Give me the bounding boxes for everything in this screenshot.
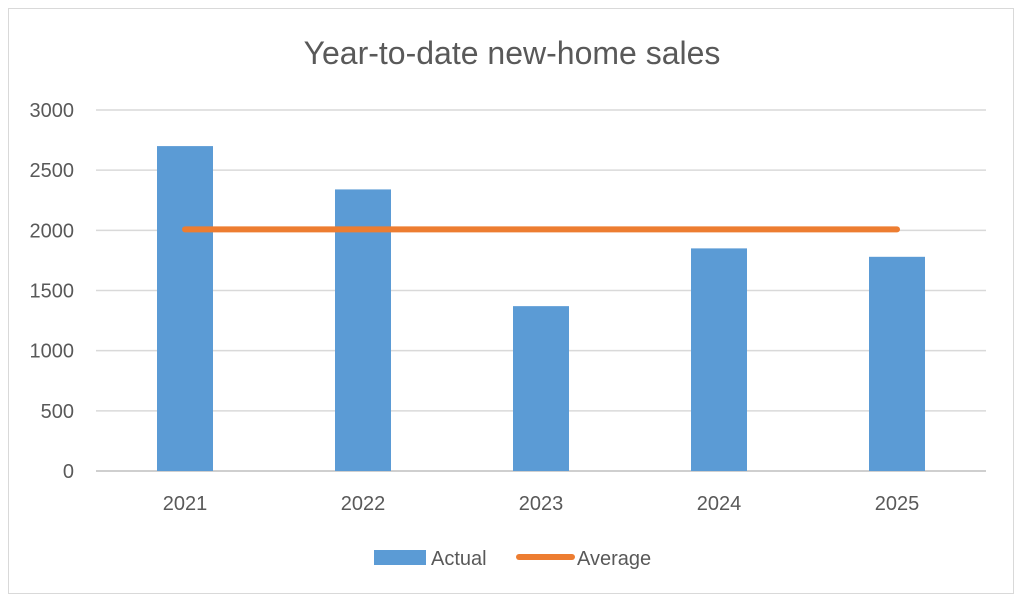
bar-2022 [335, 189, 391, 472]
bar-2024 [691, 248, 747, 471]
x-tick-label: 2024 [697, 493, 742, 515]
y-tick-label: 1000 [30, 341, 75, 363]
y-tick-label: 0 [63, 461, 74, 483]
bars [157, 146, 925, 472]
bar-2025 [869, 256, 925, 471]
y-axis-ticks: 0 500 1000 1500 2000 2500 3000 [30, 100, 75, 483]
legend-swatch-actual [374, 550, 426, 565]
y-tick-label: 3000 [30, 100, 75, 122]
x-tick-label: 2022 [341, 493, 386, 515]
legend-label-average: Average [577, 548, 651, 570]
y-tick-label: 1500 [30, 281, 75, 303]
y-tick-label: 500 [41, 401, 74, 423]
bar-2023 [513, 306, 569, 471]
x-axis-ticks: 2021 2022 2023 2024 2025 [163, 493, 920, 515]
y-tick-label: 2000 [30, 220, 75, 242]
x-tick-label: 2025 [875, 493, 920, 515]
legend-label-actual: Actual [431, 548, 487, 570]
bar-2021 [157, 146, 213, 471]
x-tick-label: 2021 [163, 493, 208, 515]
y-tick-label: 2500 [30, 160, 75, 182]
x-tick-label: 2023 [519, 493, 564, 515]
chart-title: Year-to-date new-home sales [304, 35, 721, 71]
legend: Actual Average [374, 548, 651, 570]
